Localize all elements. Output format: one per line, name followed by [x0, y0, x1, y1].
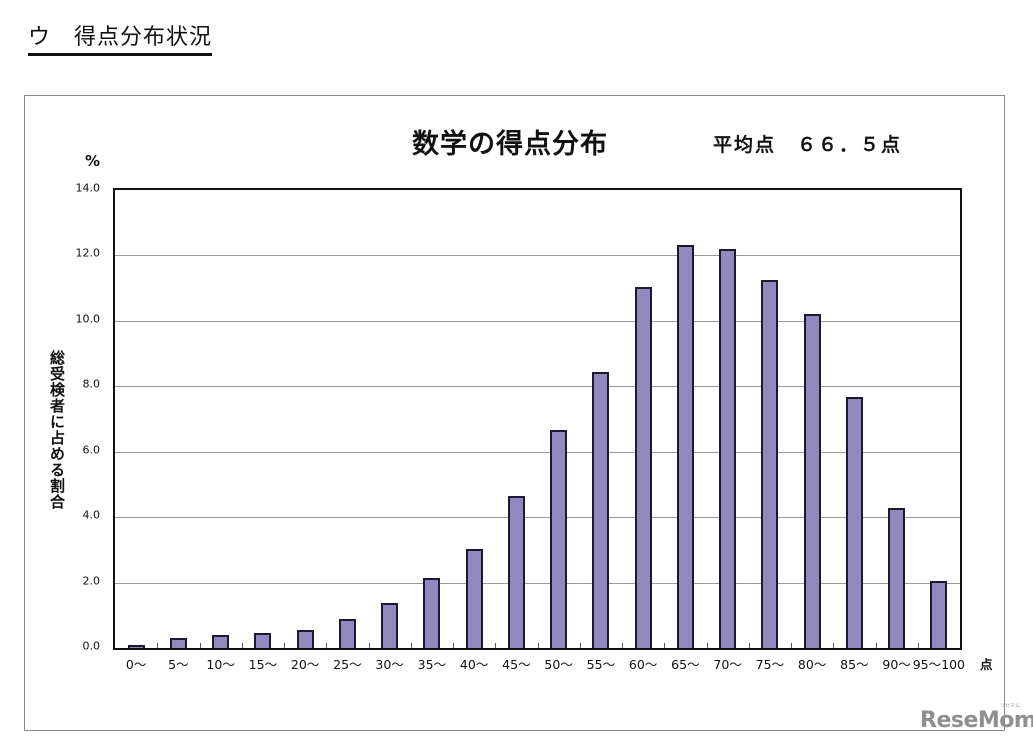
bar	[465, 548, 483, 648]
x-tick-label: 50～	[544, 657, 573, 672]
gridline	[115, 582, 960, 584]
bar	[169, 638, 187, 648]
bar	[592, 371, 610, 648]
bar	[423, 577, 441, 648]
bar	[127, 644, 145, 648]
x-tick-mark	[326, 643, 328, 648]
x-tick-mark	[410, 643, 412, 648]
chart-frame	[24, 95, 1005, 731]
bar	[381, 603, 399, 648]
x-tick-label: 70～	[713, 657, 742, 672]
y-tick-label: 0.0	[82, 639, 101, 653]
x-tick-label: 75～	[755, 657, 785, 672]
x-tick-label: 25～	[333, 657, 362, 672]
x-tick-mark	[537, 643, 539, 648]
x-tick-mark	[368, 643, 370, 648]
bar	[254, 633, 272, 648]
bar	[930, 580, 948, 648]
x-tick-label: 85～	[840, 657, 869, 672]
average-score: 平均点 ６６．５点	[713, 134, 903, 156]
chart-title: 数学の得点分布	[412, 129, 608, 160]
x-tick-mark	[579, 643, 581, 648]
x-tick-label: 65～	[671, 657, 700, 672]
y-tick-label: 10.0	[75, 312, 101, 326]
section-title: ウ 得点分布状況	[28, 24, 213, 56]
x-tick-mark	[748, 643, 750, 648]
plot-area	[113, 188, 962, 650]
x-tick-label: 10～	[206, 657, 235, 672]
gridline	[115, 386, 960, 388]
x-tick-label: 40～	[459, 657, 489, 672]
x-tick-mark	[791, 643, 792, 648]
bar	[634, 286, 652, 648]
x-tick-label: 55～	[586, 657, 616, 672]
x-tick-label: 5～	[168, 657, 189, 672]
x-tick-label: 60～	[628, 657, 658, 672]
bar	[296, 629, 314, 648]
x-tick-mark	[622, 643, 623, 648]
x-tick-mark	[833, 643, 835, 648]
x-tick-mark	[199, 643, 201, 648]
x-tick-label: 45～	[502, 657, 531, 672]
x-tick-mark	[495, 643, 497, 648]
y-tick-label: 2.0	[82, 574, 101, 588]
gridline	[115, 451, 960, 453]
bar	[507, 496, 525, 648]
y-tick-label: 14.0	[75, 181, 101, 195]
x-tick-label: 90～	[882, 657, 911, 672]
resemom-logo-sub: リセマム	[1000, 703, 1021, 709]
gridline	[115, 255, 960, 257]
x-tick-mark	[453, 643, 454, 648]
gridline	[115, 517, 960, 519]
x-tick-mark	[157, 643, 159, 648]
bar	[719, 248, 737, 648]
x-tick-mark	[284, 643, 285, 648]
bar	[888, 508, 906, 648]
x-tick-mark	[917, 643, 919, 648]
x-tick-label: 35～	[417, 657, 447, 672]
bar	[676, 245, 694, 648]
x-tick-label: 80～	[797, 657, 827, 672]
bar	[845, 397, 863, 648]
bar	[550, 430, 568, 648]
y-unit-label: %	[85, 152, 101, 170]
resemom-logo: ReseMom	[920, 708, 1033, 733]
x-tick-mark	[241, 643, 243, 648]
bar	[338, 618, 356, 648]
x-tick-label: 20～	[290, 657, 320, 672]
y-tick-label: 8.0	[82, 377, 101, 391]
y-tick-label: 4.0	[82, 508, 101, 522]
y-tick-label: 12.0	[75, 246, 101, 260]
x-tick-label: 0～	[125, 657, 147, 672]
gridline	[115, 320, 960, 322]
x-tick-mark	[706, 643, 708, 648]
x-tick-mark	[664, 643, 666, 648]
y-tick-label: 6.0	[82, 443, 101, 457]
bar	[761, 279, 779, 648]
x-tick-mark	[875, 643, 877, 648]
bar	[212, 634, 230, 648]
bar	[803, 314, 821, 648]
y-axis-label: 総受検者に占める割合	[48, 350, 66, 510]
x-tick-label: 30～	[375, 657, 404, 672]
x-tick-label: 15～	[248, 657, 278, 672]
x-unit-label: 点	[980, 657, 993, 672]
x-tick-label: 95～100	[912, 657, 965, 672]
